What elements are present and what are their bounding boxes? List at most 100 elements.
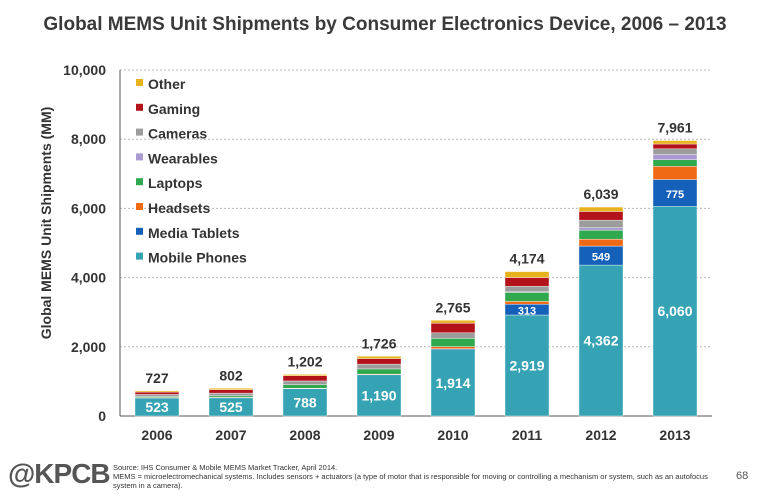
legend-swatch — [136, 79, 143, 86]
x-tick-label: 2011 — [512, 427, 543, 443]
legend: Other Gaming Cameras Wearables Laptops Headse… — [136, 76, 247, 266]
bar-segment-gaming — [578, 211, 624, 221]
segment-label: 4,362 — [583, 333, 618, 349]
bar-segment-laptops — [282, 384, 328, 389]
total-label: 6,039 — [583, 186, 618, 202]
bar-segment-laptops — [208, 395, 254, 398]
legend-swatch — [136, 227, 143, 235]
page-number: 68 — [736, 470, 749, 482]
legend-swatch — [136, 103, 143, 111]
segment-label: 1,190 — [361, 387, 396, 403]
total-label: 1,726 — [361, 335, 396, 351]
legend-swatch — [136, 203, 143, 210]
segment-label: 313 — [518, 306, 536, 318]
bar-segment-cameras — [652, 148, 698, 155]
total-label: 4,174 — [509, 251, 544, 267]
total-label: 727 — [145, 370, 169, 386]
source-line: Source: IHS Consumer & Mobile MEMS Marke… — [113, 463, 338, 472]
source-note: Source: IHS Consumer & Mobile MEMS Marke… — [113, 463, 723, 490]
bar-segment-cameras — [430, 332, 476, 339]
bar-segment-gaming — [504, 277, 550, 287]
bar-segment-other — [356, 356, 402, 359]
total-label: 2,765 — [435, 299, 470, 315]
y-axis-title: Global MEMS Unit Shipments (MM) — [38, 107, 54, 340]
x-tick-label: 2009 — [363, 427, 394, 443]
y-tick-label: 6,000 — [71, 200, 106, 216]
x-tick-label: 2008 — [289, 427, 320, 443]
bar-segment-other — [652, 140, 698, 145]
x-tick-label: 2010 — [437, 427, 468, 443]
y-tick-label: 4,000 — [71, 270, 106, 286]
bar-segment-mobile-phones — [430, 349, 476, 417]
y-tick-label: 8,000 — [71, 131, 106, 147]
bar-segment-laptops — [578, 229, 624, 240]
bar-segment-headsets — [504, 301, 550, 305]
y-tick-label: 2,000 — [71, 339, 106, 355]
total-label: 1,202 — [287, 353, 322, 369]
bar-segment-mobile-phones — [356, 374, 402, 417]
segment-label: 788 — [293, 394, 317, 410]
bar-segment-gaming — [356, 358, 402, 365]
bar-segment-laptops — [356, 368, 402, 375]
legend-label: Headsets — [148, 200, 210, 216]
data-labels: 523 727 525 802 788 1,202 1,190 1,726 1,914 2,765… — [145, 120, 692, 415]
bar-segment-headsets — [430, 346, 476, 349]
bar-segment-headsets — [652, 166, 698, 180]
bar-segment-other — [134, 390, 180, 393]
bar-segment-laptops — [504, 292, 550, 302]
segment-label: 2,919 — [509, 358, 544, 374]
bar-segment-laptops — [430, 338, 476, 347]
bar-segment-mobile-phones — [504, 314, 550, 417]
bar-segment-gaming — [208, 389, 254, 394]
bar-segment-wearables — [578, 227, 624, 231]
legend-swatch — [136, 178, 143, 186]
bar-segment-laptops — [652, 159, 698, 167]
bar-segment-mobile-phones — [578, 264, 624, 417]
legend-swatch — [136, 128, 143, 136]
bars — [134, 140, 698, 417]
bar-segment-other — [282, 374, 328, 376]
definition-note: MEMS = microelectromechanical systems. I… — [113, 472, 708, 490]
bar-segment-mobile-phones — [652, 206, 698, 417]
segment-label: 775 — [666, 189, 684, 201]
bar-segment-gaming — [652, 143, 698, 150]
x-tick-label: 2013 — [659, 427, 690, 443]
axes: 0 2,000 4,000 6,000 8,000 10,000 Global MEMS U… — [38, 62, 712, 443]
bar-segment-cameras — [208, 392, 254, 397]
legend-label: Mobile Phones — [148, 250, 247, 266]
segment-label: 1,914 — [435, 375, 470, 391]
legend-label: Wearables — [148, 150, 218, 166]
bar-segment-media-tablets — [652, 179, 698, 207]
bar-segment-other — [430, 320, 476, 324]
total-label: 802 — [219, 367, 243, 383]
total-label: 7,961 — [657, 120, 692, 136]
segment-label: 6,060 — [657, 303, 692, 319]
x-tick-label: 2007 — [215, 427, 246, 443]
y-tick-label: 0 — [98, 408, 106, 424]
bar-segment-cameras — [578, 219, 624, 228]
bar-segment-gaming — [134, 391, 180, 395]
x-tick-label: 2012 — [585, 427, 616, 443]
bar-segment-other — [504, 271, 550, 278]
bar-segment-gaming — [282, 375, 328, 382]
segment-label: 525 — [219, 399, 243, 415]
bar-segment-wearables — [652, 154, 698, 160]
legend-label: Cameras — [148, 126, 207, 142]
legend-swatch — [136, 252, 143, 260]
chart-title: Global MEMS Unit Shipments by Consumer E… — [43, 14, 727, 35]
bar-segment-cameras — [134, 394, 180, 397]
bar-segment-cameras — [504, 285, 550, 292]
x-tick-label: 2006 — [141, 427, 172, 443]
bar-segment-mobile-phones — [282, 388, 328, 417]
legend-label: Gaming — [148, 101, 200, 117]
legend-swatch — [136, 153, 143, 161]
bar-segment-cameras — [282, 380, 328, 385]
legend-label: Laptops — [148, 175, 203, 191]
segment-label: 523 — [145, 399, 169, 415]
legend-label: Other — [148, 76, 186, 92]
segment-label: 549 — [592, 252, 610, 264]
bar-segment-other — [578, 206, 624, 212]
bar-segment-other — [208, 388, 254, 390]
y-tick-label: 10,000 — [63, 62, 106, 78]
